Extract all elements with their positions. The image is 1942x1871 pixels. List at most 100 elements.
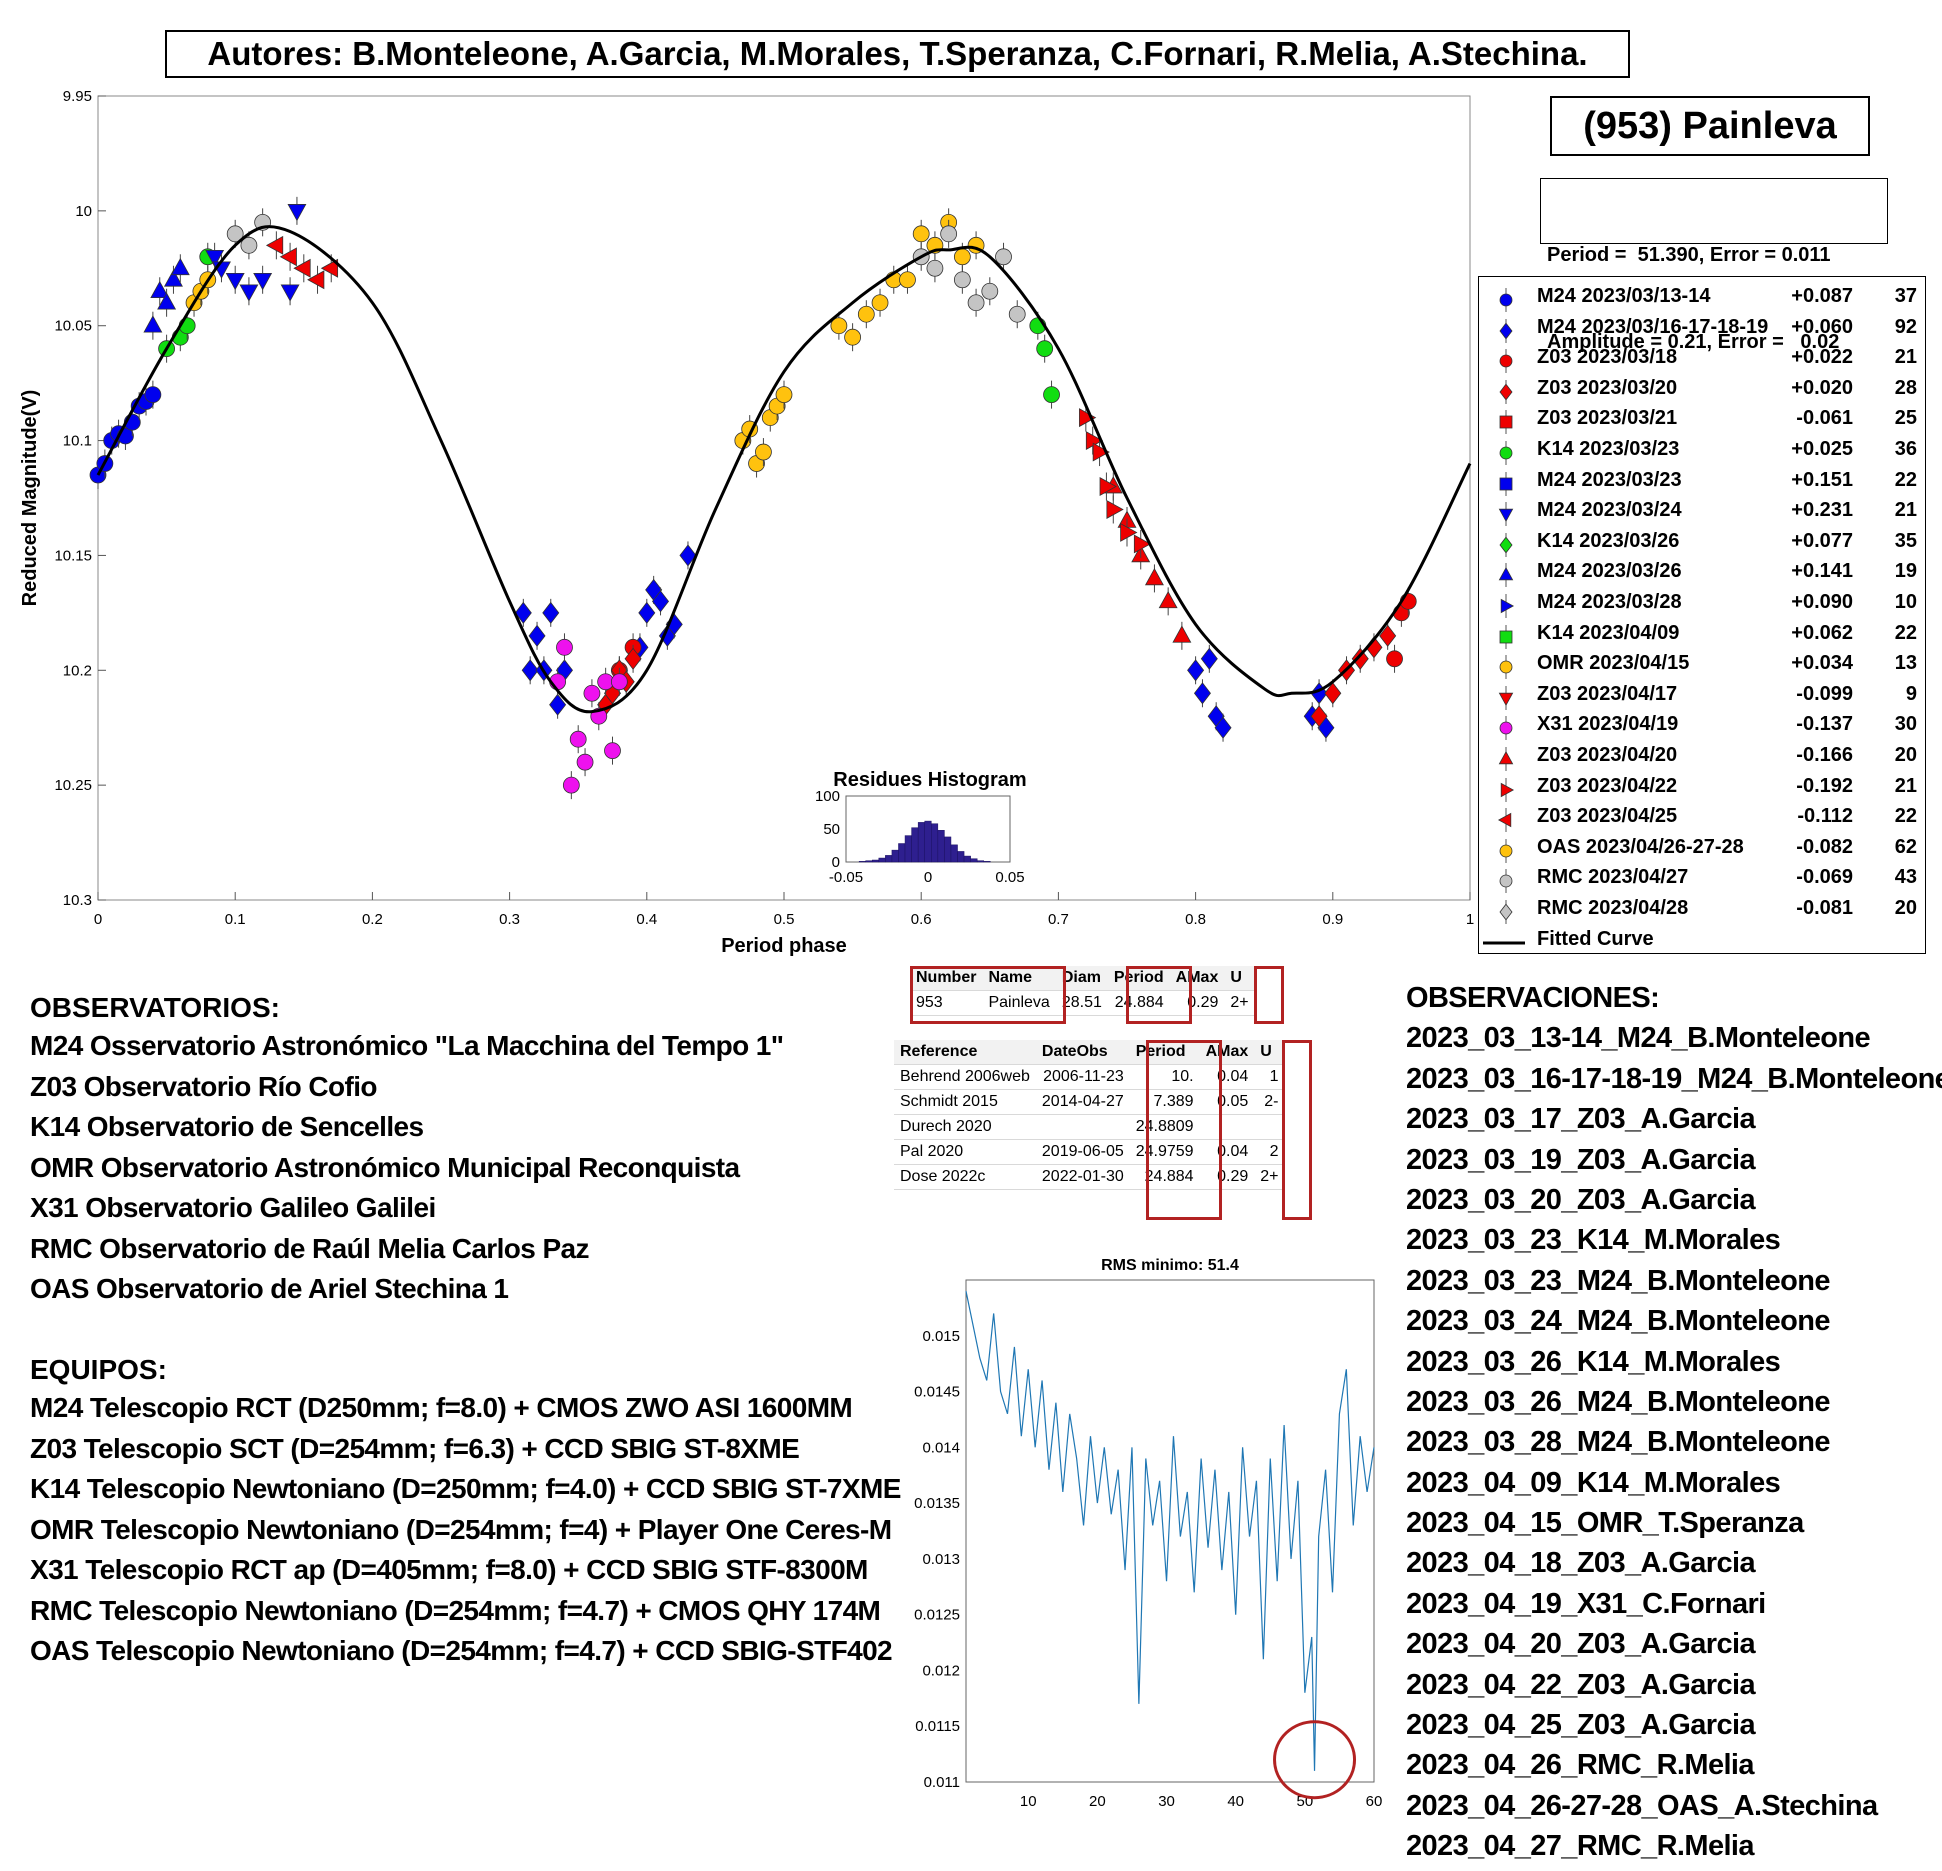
observaciones-title: OBSERVACIONES: [1406, 982, 1660, 1014]
legend-entry: X31 2023/04/19 -0.137 30 [1479, 711, 1925, 741]
y-tick-label: 10.15 [54, 547, 92, 564]
legend-swatch [1499, 844, 1513, 858]
legend-label: M24 2023/03/13-14 [1537, 285, 1711, 307]
legend-entry: K14 2023/03/23 +0.025 36 [1479, 436, 1925, 466]
legend-swatch [1499, 477, 1513, 490]
rms-y-tick-label: 0.015 [922, 1328, 960, 1345]
data-point [1172, 625, 1192, 643]
data-point [1193, 682, 1211, 705]
legend-count: 20 [1894, 744, 1917, 766]
legend-entry: M24 2023/03/26 +0.141 19 [1479, 558, 1925, 588]
table-cell: 10. [1129, 1064, 1200, 1090]
legend-label: Z03 2023/04/20 [1537, 744, 1678, 766]
legend-count: 37 [1894, 285, 1917, 307]
legend-label: OAS 2023/04/26-27-28 [1537, 835, 1744, 858]
legend-count: 20 [1894, 897, 1917, 919]
data-point [1187, 659, 1205, 682]
table-cell: 24.884 [1129, 1164, 1200, 1190]
data-point [940, 225, 958, 243]
list-item: 2023_03_26_M24_B.Monteleone [1406, 1385, 1830, 1418]
list-item: 2023_03_13-14_M24_B.Monteleone [1406, 1022, 1871, 1055]
histogram-bar [878, 857, 886, 863]
list-item: 2023_03_28_M24_B.Monteleone [1406, 1426, 1830, 1459]
legend-label: M24 2023/03/28 [1537, 591, 1682, 613]
legend-entry: Z03 2023/04/25 -0.112 22 [1479, 803, 1925, 833]
list-item: 2023_04_26_RMC_R.Melia [1406, 1749, 1755, 1782]
legend-marker [1499, 288, 1513, 312]
fitted-curve [96, 225, 1472, 714]
histogram-title: Residues Histogram [833, 769, 1026, 791]
rms-periodogram: RMS minimo: 51.410 20 30 40 50 600.0110.01150… [914, 1257, 1382, 1810]
highlight-lcdb-period [1126, 966, 1192, 1024]
legend-count: 13 [1894, 652, 1917, 675]
data-point [320, 258, 339, 278]
legend-count: 28 [1894, 376, 1917, 399]
table-header-cell: Period [1129, 1040, 1200, 1065]
list-item: 2023_04_15_OMR_T.Speranza [1406, 1507, 1804, 1540]
hist-x-tick-label: 0.05 [995, 869, 1024, 886]
legend-entry: Z03 2023/03/20 +0.020 28 [1479, 375, 1925, 405]
table-cell: Behrend 2006web [894, 1064, 1036, 1090]
data-point [624, 647, 642, 670]
legend-offset: -0.081 [1796, 897, 1853, 919]
data-point [279, 247, 297, 267]
data-point [775, 386, 793, 404]
table-cell: 7.389 [1129, 1089, 1200, 1115]
legend-count: 22 [1894, 468, 1917, 491]
legend-marker [1499, 379, 1513, 404]
histogram-bar [865, 860, 873, 863]
table-row: Schmidt 2015 2014-04-27 7.389 0.05 2- [894, 1089, 1285, 1115]
hist-x-tick-label: 0 [924, 869, 932, 886]
list-item: X31 Observatorio Galileo Galilei [30, 1192, 436, 1223]
rms-x-tick-label: 10 [1020, 1793, 1037, 1810]
data-point [205, 249, 225, 268]
histogram-bar [858, 861, 866, 863]
legend-swatch [1497, 812, 1512, 828]
legend-swatch [1499, 322, 1513, 340]
list-item: 2023_03_23_M24_B.Monteleone [1406, 1264, 1830, 1297]
data-point [1099, 477, 1117, 496]
legend-entry: RMC 2023/04/27 -0.069 43 [1479, 864, 1925, 894]
data-point [583, 684, 601, 702]
data-point [225, 272, 245, 291]
legend-offset: +0.141 [1791, 560, 1853, 583]
table-cell: 2+ [1224, 990, 1255, 1016]
legend-marker [1499, 869, 1513, 894]
list-item: K14 Telescopio Newtoniano (D=250mm; f=4.… [30, 1473, 901, 1504]
legend-count: 9 [1905, 682, 1917, 705]
legend-label: RMC 2023/04/28 [1537, 897, 1689, 919]
table-cell: 0.05 [1199, 1089, 1255, 1115]
legend-swatch [1499, 293, 1513, 307]
y-tick-label: 10.2 [63, 662, 92, 679]
histogram-bar [963, 855, 971, 863]
legend-offset: +0.034 [1791, 652, 1853, 675]
data-point [1106, 500, 1124, 519]
legend-entry: M24 2023/03/13-14 +0.087 37 [1479, 283, 1925, 313]
data-point [857, 305, 875, 323]
list-item: OAS Observatorio de Ariel Stechina 1 [30, 1273, 509, 1304]
histogram-bar [983, 861, 991, 863]
histogram-bar [937, 830, 945, 863]
legend-count: 92 [1894, 315, 1917, 338]
observaciones-section: OBSERVACIONES: 2023_03_13-14_M24_B.Monte… [1406, 982, 1942, 1871]
legend-entry: Fitted Curve [1479, 926, 1925, 956]
highlight-ref-period [1146, 1040, 1222, 1220]
data-point [967, 294, 985, 312]
table-header-cell: Name [982, 966, 1056, 991]
legend-count: 19 [1894, 560, 1917, 583]
legend-offset: +0.231 [1791, 499, 1853, 522]
data-point [830, 317, 848, 335]
table-cell: 2- [1254, 1089, 1285, 1115]
data-point [569, 730, 587, 748]
data-point [1324, 682, 1342, 705]
data-point [280, 284, 300, 302]
table-cell: 2 [1254, 1139, 1285, 1165]
x-tick-label: 0.9 [1322, 911, 1343, 928]
x-axis-label: Period phase [721, 935, 847, 957]
legend-label: Z03 2023/03/18 [1537, 346, 1678, 369]
data-point [604, 742, 621, 760]
hist-y-tick-label: 100 [815, 788, 840, 805]
legend-label: M24 2023/03/23 [1537, 468, 1682, 491]
legend-marker [1499, 349, 1513, 374]
data-point [1144, 567, 1164, 586]
